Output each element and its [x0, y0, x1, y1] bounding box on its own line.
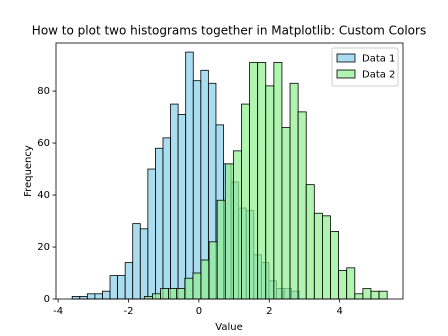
x-tick-label: -4 — [53, 306, 63, 317]
bar — [273, 62, 283, 300]
y-tick-label: 0 — [44, 294, 50, 305]
bar — [241, 103, 250, 300]
y-tick-label: 80 — [37, 86, 50, 97]
y-tick-label: 40 — [37, 190, 50, 201]
bar — [297, 111, 307, 300]
bar — [232, 150, 242, 300]
bar — [152, 293, 161, 300]
bar — [313, 212, 323, 300]
bar — [184, 277, 194, 300]
bar — [338, 270, 348, 300]
bar — [265, 85, 275, 300]
bar — [354, 293, 364, 300]
bar — [346, 267, 356, 300]
bar — [281, 127, 291, 300]
bar — [305, 184, 315, 300]
plot-frame — [55, 42, 404, 300]
bar — [170, 103, 179, 300]
y-axis-label: Frequency — [23, 145, 34, 197]
legend-label: Data 2 — [362, 70, 395, 81]
y-tick-label: 20 — [37, 242, 50, 253]
bar — [162, 137, 171, 300]
bar — [86, 293, 96, 300]
bar — [139, 228, 149, 300]
x-tick-label: 2 — [266, 306, 272, 317]
bar — [160, 288, 170, 300]
bar — [330, 231, 339, 300]
bar — [322, 215, 331, 300]
bar — [362, 288, 372, 300]
bar — [185, 51, 194, 300]
legend-swatch — [336, 53, 356, 63]
bar — [109, 275, 118, 300]
bar — [257, 62, 267, 300]
x-tick-label: 4 — [336, 306, 342, 317]
legend-swatch — [336, 69, 356, 79]
x-tick-label: 0 — [196, 306, 202, 317]
bar — [94, 293, 103, 300]
legend-label: Data 1 — [362, 54, 395, 65]
bar — [192, 80, 202, 300]
bar — [177, 114, 187, 300]
bar — [249, 62, 259, 300]
bar — [224, 163, 234, 300]
bar — [132, 223, 141, 300]
y-tick-label: 60 — [37, 138, 50, 149]
chart-title: How to plot two histograms together in M… — [32, 24, 426, 38]
x-axis-label: Value — [215, 322, 242, 333]
x-tick-label: -2 — [124, 306, 134, 317]
bar — [192, 272, 202, 300]
bar — [155, 147, 164, 300]
bar — [370, 290, 380, 300]
bar — [147, 168, 156, 300]
bar — [200, 259, 210, 300]
bar — [102, 290, 111, 300]
bar — [216, 199, 226, 300]
bar — [176, 288, 186, 300]
bar — [168, 288, 178, 300]
bar — [378, 290, 388, 300]
bar — [124, 262, 134, 300]
bar — [289, 82, 299, 300]
bar — [117, 275, 126, 300]
bar — [208, 241, 218, 300]
